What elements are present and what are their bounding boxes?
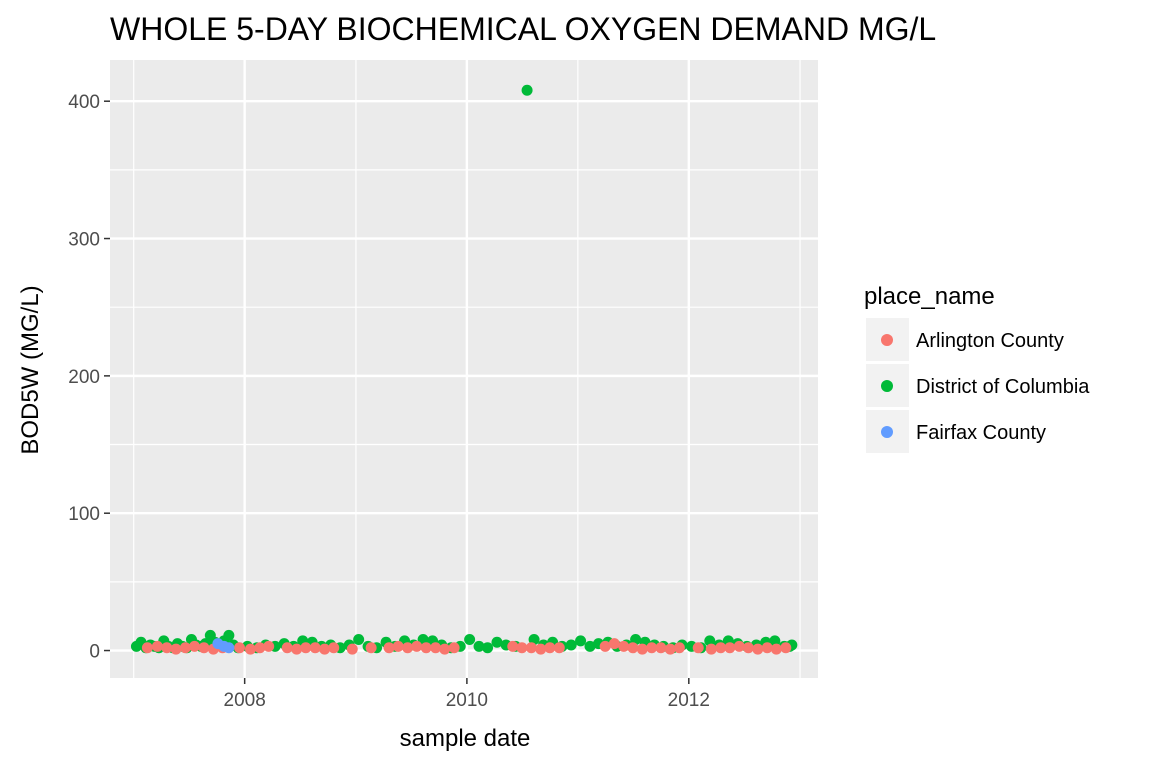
point-arlington-county <box>742 642 754 654</box>
point-arlington-county <box>673 642 685 654</box>
point-arlington-county <box>319 643 331 655</box>
plot-panel <box>110 60 818 678</box>
point-arlington-county <box>553 642 565 654</box>
point-arlington-county <box>430 642 442 654</box>
point-arlington-county <box>733 640 745 652</box>
point-arlington-county <box>328 642 340 654</box>
legend-swatch-fairfax-county <box>881 426 893 438</box>
x-axis: 2008 2010 2012 <box>224 678 710 711</box>
y-tick-label: 300 <box>68 230 100 251</box>
point-arlington-county <box>439 643 451 655</box>
point-arlington-county <box>627 642 639 654</box>
point-arlington-county <box>761 642 773 654</box>
point-arlington-county <box>141 642 153 654</box>
y-tick-label: 0 <box>89 642 100 663</box>
point-district-of-columbia <box>575 635 587 647</box>
point-arlington-county <box>507 640 519 652</box>
point-arlington-county <box>281 642 293 654</box>
point-arlington-county <box>365 642 377 654</box>
point-arlington-county <box>664 643 676 655</box>
point-arlington-county <box>161 642 173 654</box>
grid-major <box>110 60 818 678</box>
point-arlington-county <box>392 640 404 652</box>
point-arlington-county <box>770 643 782 655</box>
legend: place_name Arlington County District of C… <box>864 283 1090 453</box>
point-arlington-county <box>198 642 210 654</box>
point-district-of-columbia <box>473 640 485 652</box>
point-arlington-county <box>411 640 423 652</box>
y-tick-label: 400 <box>68 92 100 113</box>
point-district-of-columbia <box>704 635 716 647</box>
point-district-of-columbia <box>491 636 503 648</box>
point-district-of-columbia <box>521 84 533 96</box>
point-arlington-county <box>752 643 764 655</box>
point-fairfax-county <box>223 642 235 654</box>
y-axis: 0 100 200 300 400 <box>68 92 110 663</box>
point-district-of-columbia <box>482 642 494 654</box>
point-district-of-columbia <box>584 640 596 652</box>
y-tick-label: 200 <box>68 367 100 388</box>
point-arlington-county <box>636 643 648 655</box>
point-arlington-county <box>234 642 246 654</box>
point-arlington-county <box>244 643 256 655</box>
point-arlington-county <box>448 642 460 654</box>
y-axis-title: BOD5W (MG/L) <box>17 285 44 454</box>
point-arlington-county <box>291 643 303 655</box>
point-arlington-county <box>705 643 717 655</box>
point-arlington-county <box>535 643 547 655</box>
point-arlington-county <box>346 643 358 655</box>
point-arlington-county <box>618 640 630 652</box>
legend-label-fairfax-county: Fairfax County <box>916 422 1046 444</box>
x-tick-label: 2012 <box>668 690 710 711</box>
point-arlington-county <box>655 642 667 654</box>
point-arlington-county <box>780 642 792 654</box>
point-arlington-county <box>420 642 432 654</box>
point-arlington-county <box>516 642 528 654</box>
point-arlington-county <box>646 642 658 654</box>
point-district-of-columbia <box>769 635 781 647</box>
legend-swatch-district-of-columbia <box>881 380 893 392</box>
legend-label-district-of-columbia: District of Columbia <box>916 376 1090 398</box>
point-arlington-county <box>383 642 395 654</box>
y-tick-label: 100 <box>68 504 100 525</box>
point-arlington-county <box>170 643 182 655</box>
point-district-of-columbia <box>565 639 577 651</box>
point-arlington-county <box>402 642 414 654</box>
point-arlington-county <box>525 642 537 654</box>
point-arlington-county <box>300 642 312 654</box>
legend-label-arlington-county: Arlington County <box>916 330 1064 352</box>
legend-title: place_name <box>864 283 995 310</box>
x-axis-title: sample date <box>400 725 531 752</box>
chart-title: WHOLE 5-DAY BIOCHEMICAL OXYGEN DEMAND MG… <box>110 11 936 47</box>
point-arlington-county <box>189 640 201 652</box>
legend-swatch-arlington-county <box>881 334 893 346</box>
data-points <box>130 84 798 655</box>
point-arlington-county <box>544 642 556 654</box>
point-district-of-columbia <box>223 629 235 641</box>
point-arlington-county <box>254 642 266 654</box>
point-arlington-county <box>179 642 191 654</box>
point-arlington-county <box>608 638 620 650</box>
point-arlington-county <box>151 640 163 652</box>
point-arlington-county <box>724 642 736 654</box>
point-district-of-columbia <box>353 634 365 646</box>
point-arlington-county <box>263 640 275 652</box>
point-arlington-county <box>715 642 727 654</box>
grid-minor <box>110 60 818 678</box>
x-tick-label: 2008 <box>224 690 266 711</box>
point-arlington-county <box>599 640 611 652</box>
x-tick-label: 2010 <box>446 690 488 711</box>
point-arlington-county <box>692 642 704 654</box>
point-arlington-county <box>309 642 321 654</box>
point-district-of-columbia <box>464 634 476 646</box>
